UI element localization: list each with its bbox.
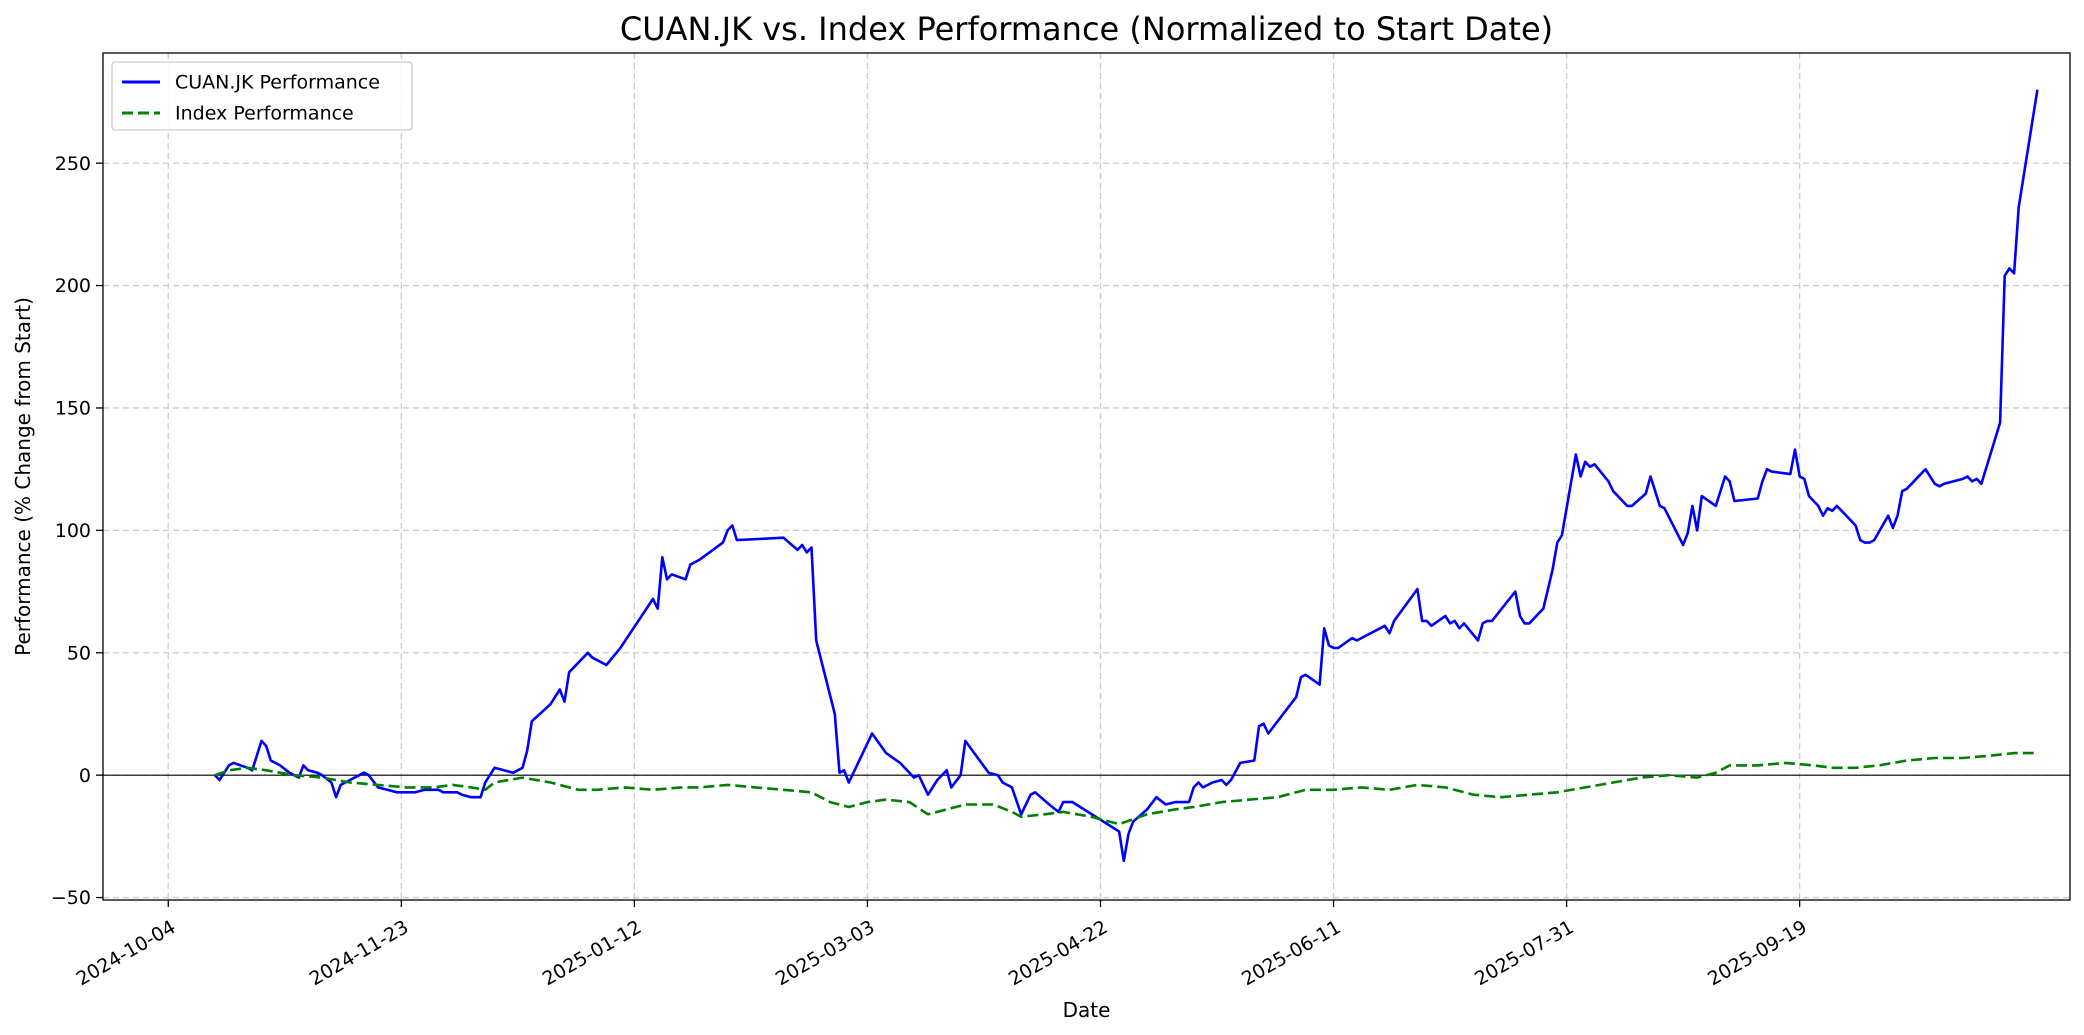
plot-frame <box>102 52 2071 901</box>
legend: CUAN.JK Performance Index Performance <box>111 61 413 131</box>
y-tick-label: 150 <box>55 398 91 420</box>
y-tick-label: 200 <box>55 275 91 297</box>
x-tick-label: 2024-11-23 <box>306 916 413 990</box>
y-axis-label: Performance (% Change from Start) <box>11 297 35 656</box>
x-tick-label: 2025-07-31 <box>1471 916 1578 990</box>
y-tick-label: 100 <box>55 520 91 542</box>
grid-lines <box>103 53 2070 900</box>
chart-title: CUAN.JK vs. Index Performance (Normalize… <box>620 10 1553 48</box>
y-tick-label: 0 <box>79 765 91 787</box>
legend-label-index: Index Performance <box>175 103 354 125</box>
x-tick-label: 2025-01-12 <box>539 916 646 990</box>
legend-box <box>111 61 413 131</box>
x-axis-label: Date <box>1063 998 1111 1022</box>
x-tick-label: 2025-04-22 <box>1005 916 1112 990</box>
x-tick-label: 2024-10-04 <box>73 916 180 990</box>
series-line-cuan <box>213 89 2039 863</box>
y-tick-label: 50 <box>67 642 91 664</box>
x-tick-label: 2025-03-03 <box>772 916 879 990</box>
plot-series <box>213 89 2039 863</box>
x-tick-label: 2025-09-19 <box>1704 916 1811 990</box>
series-line-index <box>214 751 2038 826</box>
axis-ticks: 2024-10-04 2024-11-23 2025-01-12 2025-03-03… <box>51 153 1811 991</box>
y-tick-label: −50 <box>51 887 91 909</box>
x-tick-label: 2025-06-11 <box>1238 916 1345 990</box>
legend-label-cuan: CUAN.JK Performance <box>175 72 380 94</box>
y-tick-label: 250 <box>55 153 91 175</box>
